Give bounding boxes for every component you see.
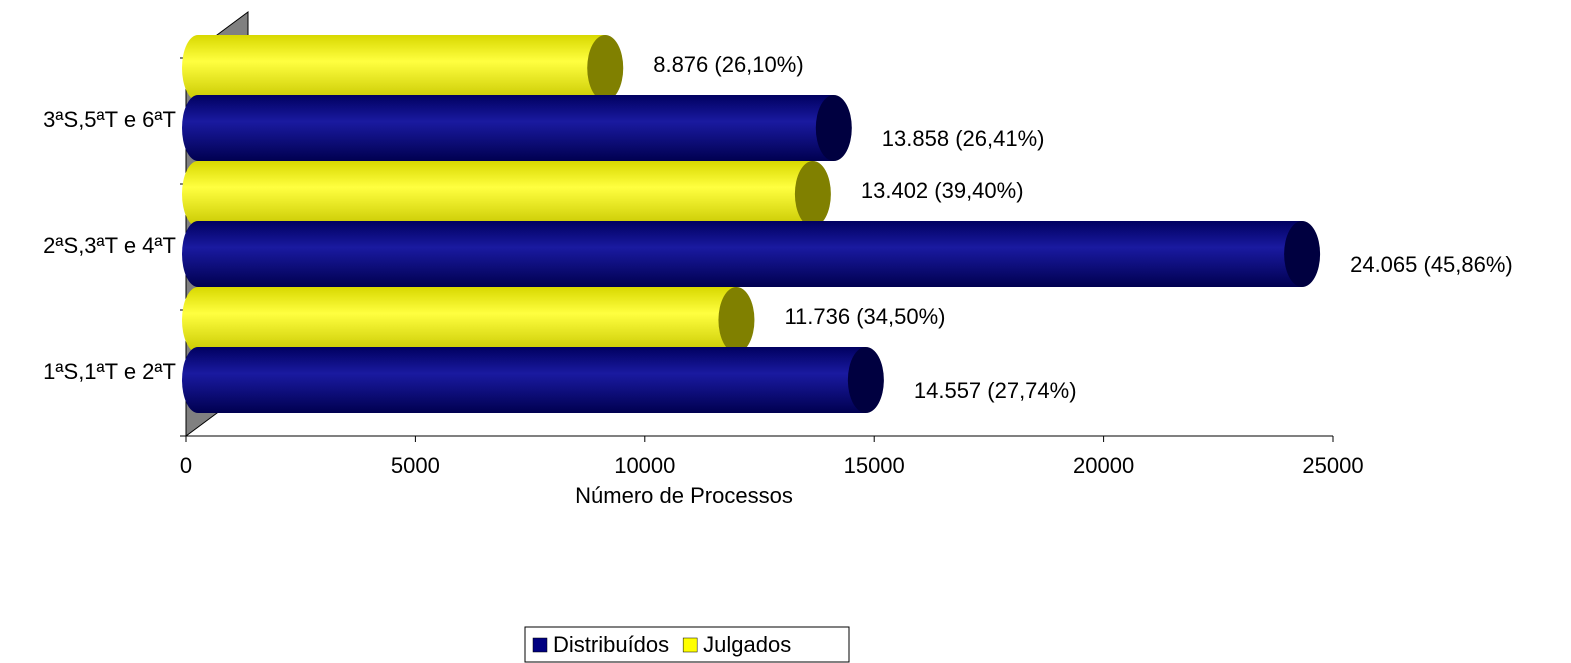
value-label: 13.858 (26,41%) (882, 126, 1045, 151)
bar-end (815, 95, 852, 161)
x-axis-title: Número de Processos (575, 483, 793, 508)
legend-label: Julgados (703, 632, 791, 657)
value-label: 8.876 (26,10%) (653, 52, 803, 77)
bar (198, 347, 866, 413)
value-label: 24.065 (45,86%) (1350, 252, 1513, 277)
bar (198, 161, 813, 227)
bar (198, 221, 1303, 287)
x-tick-label: 10000 (614, 453, 675, 478)
x-tick-label: 25000 (1302, 453, 1363, 478)
bar (198, 95, 834, 161)
legend-label: Distribuídos (553, 632, 669, 657)
value-label: 13.402 (39,40%) (861, 178, 1024, 203)
value-label: 14.557 (27,74%) (914, 378, 1077, 403)
bar-end (847, 347, 884, 413)
bar-end (1284, 221, 1321, 287)
y-tick-label: 1ªS,1ªT e 2ªT (43, 359, 176, 384)
legend-swatch (532, 637, 548, 653)
y-tick-label: 3ªS,5ªT e 6ªT (43, 107, 176, 132)
bar (198, 287, 737, 353)
bar-end (794, 161, 831, 227)
bar-end (718, 287, 755, 353)
x-tick-label: 5000 (391, 453, 440, 478)
bar (198, 35, 606, 101)
legend-swatch (682, 637, 698, 653)
x-tick-label: 15000 (844, 453, 905, 478)
y-tick-label: 2ªS,3ªT e 4ªT (43, 233, 176, 258)
value-label: 11.736 (34,50%) (784, 304, 945, 329)
bar-end (587, 35, 624, 101)
x-tick-label: 20000 (1073, 453, 1134, 478)
x-tick-label: 0 (180, 453, 192, 478)
